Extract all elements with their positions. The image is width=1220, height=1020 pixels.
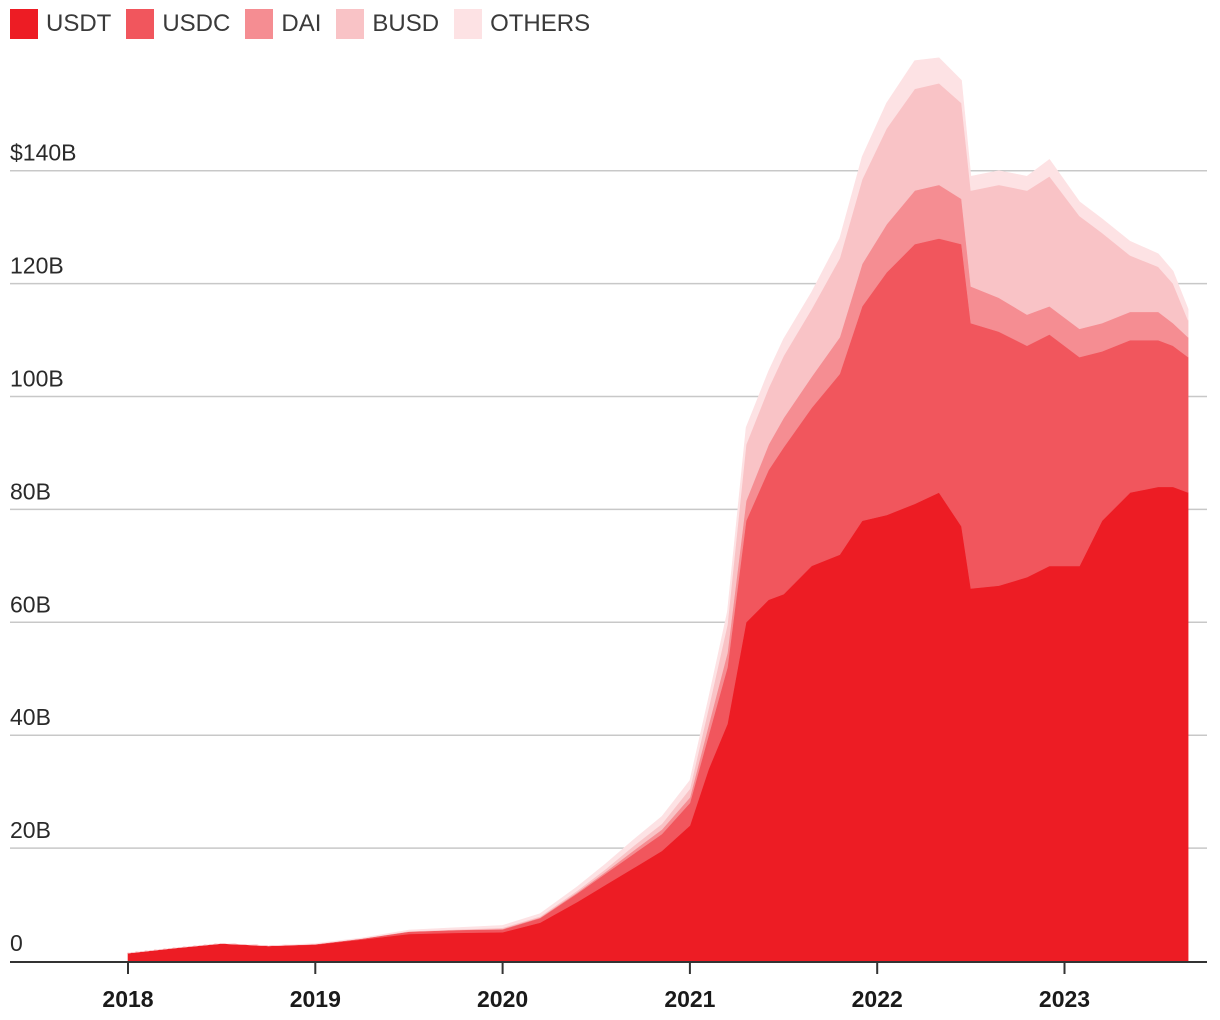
y-tick-label-140B: $140B	[10, 140, 77, 166]
legend-swatch-others	[454, 9, 483, 39]
legend-label-busd: BUSD	[372, 10, 440, 37]
x-tick-label-2021: 2021	[664, 986, 715, 1012]
legend-label-usdt: USDT	[46, 10, 112, 37]
legend-label-others: OTHERS	[490, 10, 591, 37]
legend-swatch-usdc	[126, 9, 155, 39]
legend-item-usdt: USDT	[10, 9, 111, 39]
gridlines	[10, 169, 1207, 849]
y-axis-ticks: 0 20B 40B 60B 80B 100B 120B $140B	[10, 140, 77, 956]
legend-swatch-dai	[245, 9, 274, 39]
legend-swatch-busd	[336, 9, 365, 39]
x-tick-label-2020: 2020	[477, 986, 528, 1012]
legend-label-usdc: USDC	[162, 10, 231, 37]
y-tick-label-0: 0	[10, 930, 23, 956]
y-tick-label-20B: 20B	[10, 817, 51, 843]
legend-swatch-usdt	[10, 9, 38, 39]
legend-item-others: OTHERS	[454, 9, 590, 39]
chart-legend: USDT USDC DAI BUSD OTHERS	[10, 9, 605, 39]
legend-item-dai: DAI	[245, 9, 321, 39]
x-tick-label-2019: 2019	[290, 986, 341, 1012]
x-tick-label-2022: 2022	[852, 986, 903, 1012]
y-tick-label-120B: 120B	[10, 253, 64, 279]
x-tick-label-2023: 2023	[1039, 986, 1090, 1012]
x-tick-label-2018: 2018	[102, 986, 153, 1012]
legend-item-usdc: USDC	[126, 9, 230, 39]
area-others	[127, 57, 1189, 954]
y-tick-label-40B: 40B	[10, 704, 51, 730]
y-tick-label-80B: 80B	[10, 478, 51, 504]
legend-item-busd: BUSD	[336, 9, 439, 39]
y-tick-label-60B: 60B	[10, 591, 51, 617]
legend-label-dai: DAI	[281, 10, 322, 37]
x-axis-ticks: 2018 2019 2020 2021 2022 2023	[102, 962, 1090, 1012]
y-tick-label-100B: 100B	[10, 366, 64, 392]
